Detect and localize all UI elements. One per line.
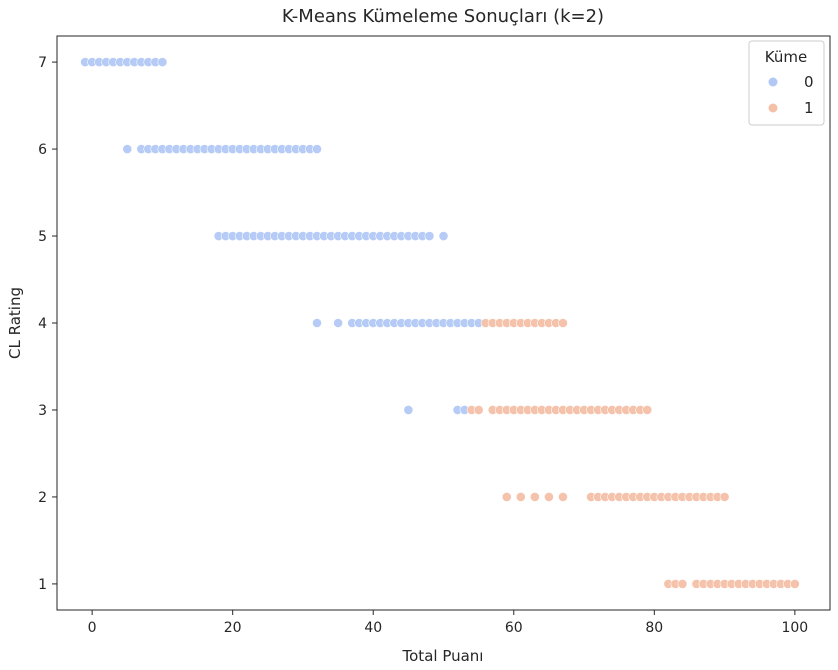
data-point-cluster-1 <box>558 492 568 502</box>
x-axis-ticks: 0 20 40 60 80 100 <box>88 610 808 636</box>
legend-title: Küme <box>765 48 807 66</box>
data-point-cluster-0 <box>438 231 449 241</box>
data-point-cluster-0 <box>312 318 322 328</box>
data-point-cluster-0 <box>122 144 133 154</box>
x-tick-label: 0 <box>88 620 97 636</box>
legend-marker-cluster-0 <box>768 77 778 87</box>
legend-box <box>748 40 825 126</box>
data-point-cluster-1 <box>642 405 653 415</box>
data-point-cluster-1 <box>558 318 568 328</box>
data-point-cluster-1 <box>789 579 800 589</box>
data-point-cluster-0 <box>333 318 343 328</box>
data-point-cluster-0 <box>424 231 435 241</box>
y-tick-label: 7 <box>38 55 47 71</box>
chart-title: K-Means Kümeleme Sonuçları (k=2) <box>282 6 604 27</box>
data-point-cluster-0 <box>312 144 322 154</box>
data-point-cluster-1 <box>544 492 554 502</box>
x-tick-label: 20 <box>224 620 242 636</box>
legend-marker-cluster-1 <box>768 103 778 113</box>
data-point-cluster-1 <box>515 492 526 502</box>
legend-label-cluster-1: 1 <box>804 99 814 117</box>
x-tick-label: 40 <box>364 620 382 636</box>
y-tick-label: 2 <box>38 490 47 506</box>
plot-frame <box>56 35 831 611</box>
data-point-cluster-0 <box>403 405 414 415</box>
data-points <box>80 57 800 589</box>
y-axis-label: CL Rating <box>6 287 24 359</box>
x-axis-label: Total Puanı <box>402 647 484 665</box>
legend: Küme 0 1 <box>748 40 825 126</box>
y-tick-label: 3 <box>38 403 47 419</box>
data-point-cluster-1 <box>719 492 730 502</box>
legend-label-cluster-0: 0 <box>804 73 814 91</box>
data-point-cluster-1 <box>473 405 484 415</box>
y-axis-ticks: 1 2 3 4 5 6 7 <box>38 55 57 593</box>
x-tick-label: 100 <box>781 620 808 636</box>
y-tick-label: 4 <box>38 316 47 332</box>
y-tick-label: 5 <box>38 229 47 245</box>
data-point-cluster-1 <box>529 492 540 502</box>
data-point-cluster-1 <box>501 492 512 502</box>
y-tick-label: 6 <box>38 142 47 158</box>
data-point-cluster-1 <box>677 579 688 589</box>
x-tick-label: 60 <box>505 620 523 636</box>
y-tick-label: 1 <box>38 577 47 593</box>
data-point-cluster-0 <box>157 57 168 67</box>
x-tick-label: 80 <box>645 620 663 636</box>
